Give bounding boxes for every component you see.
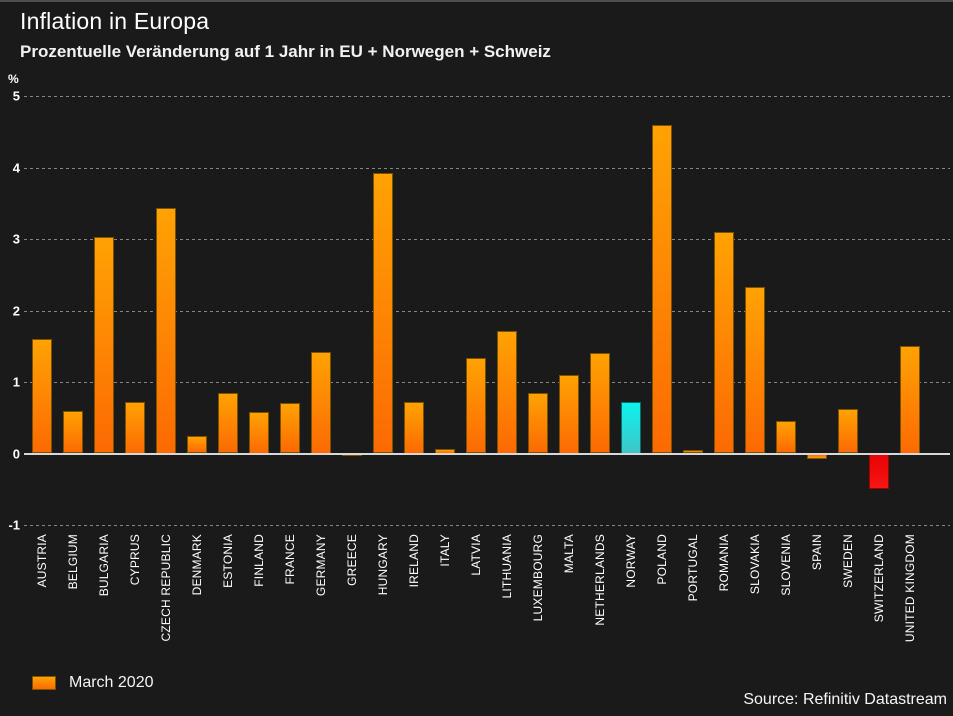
x-axis-label-lithuania: LITHUANIA: [500, 534, 514, 599]
x-axis-label-greece: GREECE: [345, 534, 359, 586]
y-axis-tick-label: -1: [8, 517, 20, 533]
y-axis-tick-label: 2: [12, 303, 20, 319]
chart-title: Inflation in Europa: [20, 8, 210, 34]
bar-norway: [621, 402, 641, 454]
bar-luxembourg: [528, 392, 548, 454]
bar-poland: [652, 124, 672, 454]
legend-swatch: [32, 676, 56, 690]
gridline-5: [24, 96, 950, 97]
gridline-2: [24, 311, 950, 312]
bar-austria: [32, 339, 52, 454]
y-axis-tick-label: 5: [12, 88, 20, 104]
x-axis-label-denmark: DENMARK: [190, 534, 204, 596]
x-axis-label-malta: MALTA: [562, 534, 576, 574]
x-axis-label-france: FRANCE: [283, 534, 297, 585]
x-axis-label-poland: POLAND: [655, 534, 669, 585]
gridline-1: [24, 382, 950, 383]
x-axis-label-finland: FINLAND: [252, 534, 266, 587]
x-axis-label-czech-republic: CZECH REPUBLIC: [159, 534, 173, 642]
x-axis-label-hungary: HUNGARY: [376, 534, 390, 596]
x-axis-label-norway: NORWAY: [624, 534, 638, 588]
x-axis-label-latvia: LATVIA: [469, 534, 483, 576]
x-axis-label-italy: ITALY: [438, 534, 452, 567]
x-axis-label-spain: SPAIN: [810, 534, 824, 571]
bar-ireland: [404, 402, 424, 454]
gridline--1: [24, 525, 950, 526]
bar-slovenia: [776, 421, 796, 454]
bar-switzerland: [869, 453, 889, 490]
x-axis-label-ireland: IRELAND: [407, 534, 421, 588]
y-axis-tick-label: 3: [12, 231, 20, 247]
legend-label: March 2020: [69, 674, 154, 691]
x-axis-label-bulgaria: BULGARIA: [97, 534, 111, 597]
x-axis-label-netherlands: NETHERLANDS: [593, 534, 607, 626]
x-axis-label-austria: AUSTRIA: [35, 534, 49, 588]
bar-lithuania: [497, 330, 517, 454]
chart-subtitle: Prozentuelle Veränderung auf 1 Jahr in E…: [20, 42, 551, 61]
bar-hungary: [373, 173, 393, 454]
source-text: Source: Refinitiv Datastream: [743, 691, 947, 708]
bar-malta: [559, 374, 579, 454]
bar-cyprus: [125, 402, 145, 454]
gridline-3: [24, 239, 950, 240]
y-axis-unit-label: %: [8, 72, 19, 86]
x-axis-label-germany: GERMANY: [314, 534, 328, 597]
bar-bulgaria: [94, 236, 114, 454]
x-axis-label-switzerland: SWITZERLAND: [872, 534, 886, 623]
bar-czech-republic: [156, 207, 176, 454]
x-axis-label-cyprus: CYPRUS: [128, 534, 142, 586]
bar-netherlands: [590, 353, 610, 454]
x-axis-zero-line: [24, 453, 950, 455]
gridline-4: [24, 168, 950, 169]
x-axis-label-slovenia: SLOVENIA: [779, 534, 793, 596]
bar-finland: [249, 412, 269, 454]
x-axis-label-united-kingdom: UNITED KINGDOM: [903, 534, 917, 643]
bar-united-kingdom: [900, 346, 920, 454]
bar-slovakia: [745, 286, 765, 454]
bar-france: [280, 403, 300, 454]
bar-germany: [311, 352, 331, 454]
x-axis-label-romania: ROMANIA: [717, 534, 731, 592]
bar-sweden: [838, 409, 858, 454]
bar-latvia: [466, 357, 486, 454]
y-axis-tick-label: 0: [12, 446, 20, 462]
y-axis-tick-label: 4: [12, 160, 20, 176]
x-axis-label-estonia: ESTONIA: [221, 534, 235, 588]
x-axis-label-belgium: BELGIUM: [66, 534, 80, 590]
x-axis-label-portugal: PORTUGAL: [686, 534, 700, 602]
bar-belgium: [63, 410, 83, 454]
y-axis-tick-label: 1: [12, 374, 20, 390]
bar-romania: [714, 231, 734, 454]
x-axis-label-luxembourg: LUXEMBOURG: [531, 534, 545, 622]
legend: March 2020: [32, 674, 154, 692]
bar-denmark: [187, 435, 207, 454]
x-axis-label-slovakia: SLOVAKIA: [748, 534, 762, 595]
bar-estonia: [218, 392, 238, 454]
x-axis-label-sweden: SWEDEN: [841, 534, 855, 588]
